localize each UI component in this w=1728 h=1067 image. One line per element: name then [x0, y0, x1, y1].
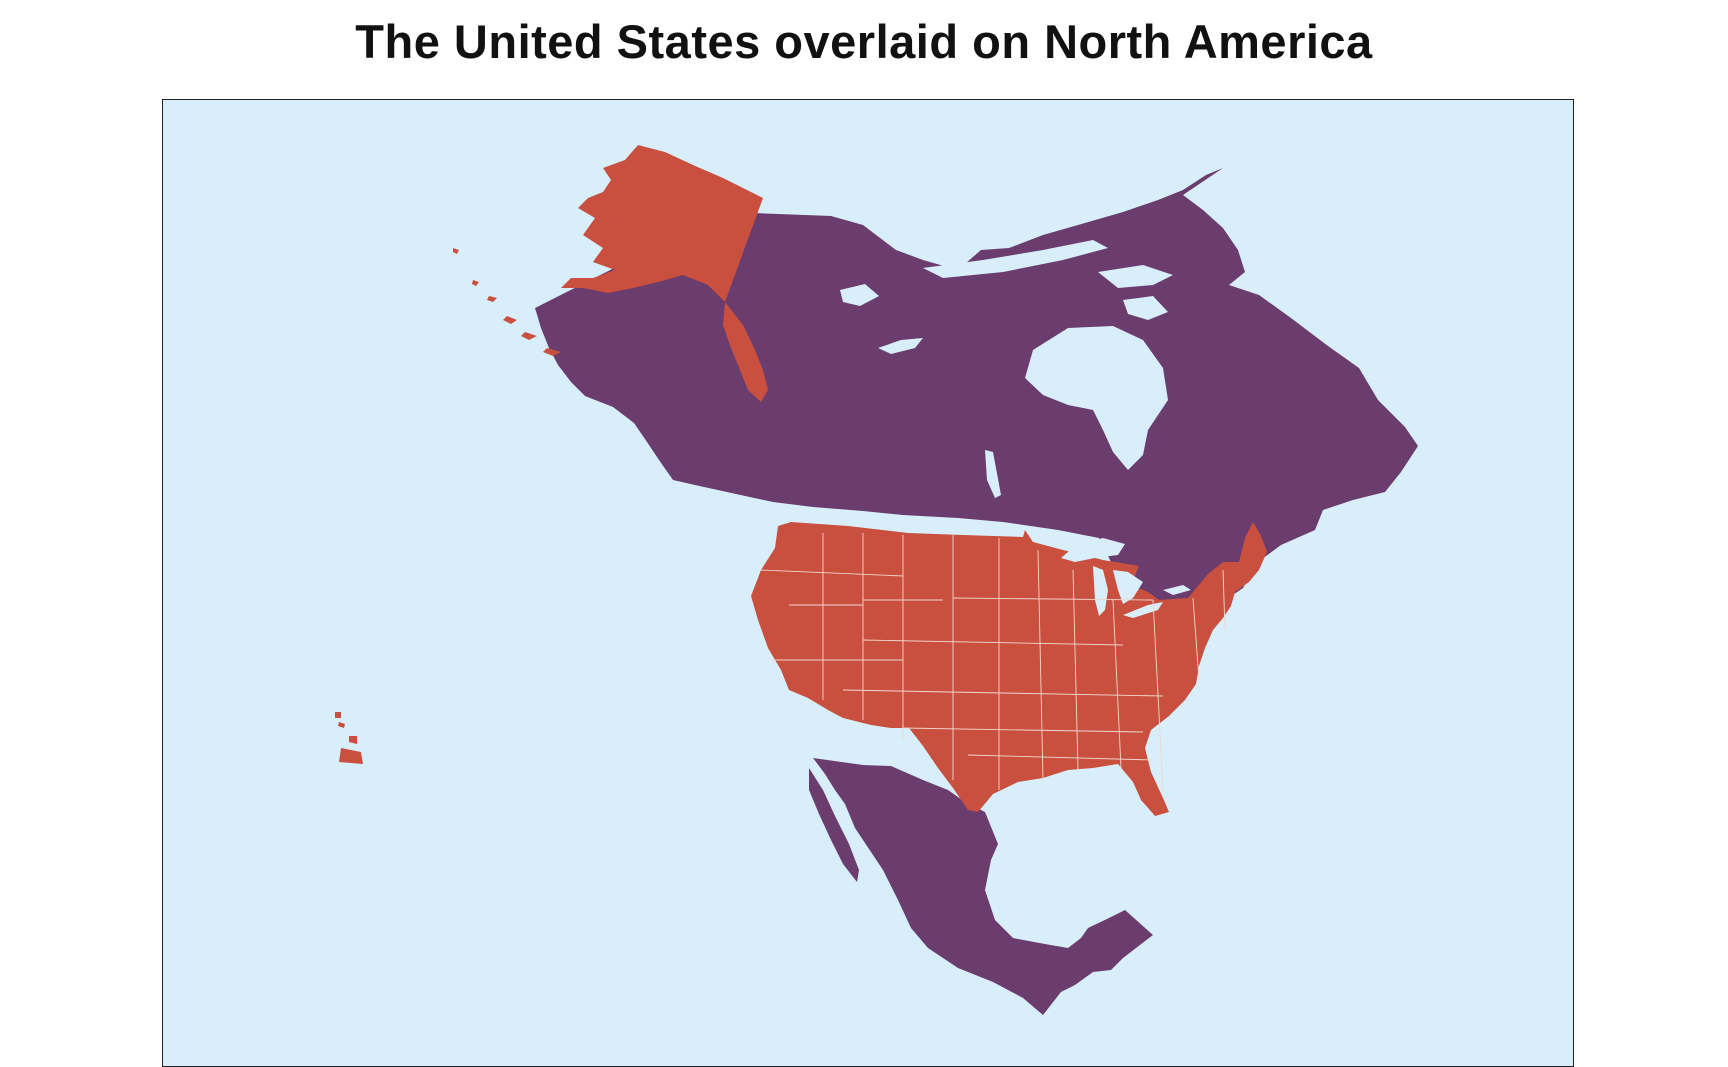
alaska-panhandle — [723, 302, 768, 402]
us-state-borders — [760, 533, 1226, 791]
hudson-bay — [1025, 326, 1168, 470]
arctic-channel-east — [1098, 265, 1173, 288]
great-slave-lake — [878, 338, 923, 354]
canada-mainland — [535, 168, 1418, 622]
arctic-channel — [923, 240, 1108, 278]
contiguous-us — [751, 522, 1267, 816]
north-america-map — [163, 100, 1573, 1066]
lake-michigan — [1093, 566, 1108, 616]
lake-winnipeg — [985, 450, 1001, 498]
mexico — [813, 758, 1153, 1015]
foxe-basin — [1123, 296, 1168, 320]
lake-ontario — [1163, 585, 1191, 595]
map-title: The United States overlaid on North Amer… — [355, 15, 1373, 68]
lake-superior — [1061, 538, 1125, 562]
baja-california — [809, 768, 859, 882]
hawaii — [335, 712, 363, 764]
map-frame — [162, 99, 1574, 1067]
lake-huron — [1113, 570, 1143, 604]
great-bear-lake — [840, 284, 879, 306]
alaska — [561, 145, 763, 302]
